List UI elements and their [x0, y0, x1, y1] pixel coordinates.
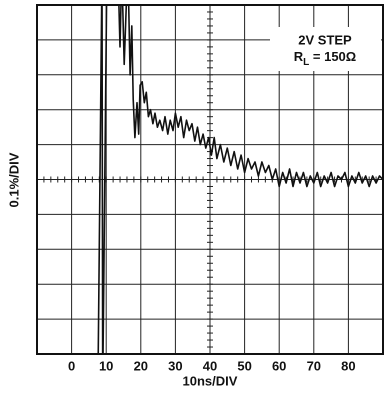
y-axis-label: 0.1%/DIV [6, 152, 21, 207]
x-tick-label: 10 [99, 358, 113, 373]
x-tick-label: 40 [203, 358, 217, 373]
annotation-part: R [294, 49, 304, 64]
annotation: 2V STEP [298, 32, 352, 47]
annotation: RL = 150Ω [294, 49, 356, 67]
annotation-subscript: L [303, 57, 309, 68]
annotation-box [270, 27, 381, 71]
x-tick-label: 80 [341, 358, 355, 373]
trace [97, 5, 383, 354]
x-tick-label: 20 [134, 358, 148, 373]
x-tick-label: 50 [237, 358, 251, 373]
x-axis-label: 10ns/DIV [183, 373, 238, 388]
trace-area [97, 5, 383, 354]
x-tick-label: 30 [168, 358, 182, 373]
x-tick-label: 60 [272, 358, 286, 373]
x-tick-label: 70 [307, 358, 321, 373]
x-tick-label: 0 [68, 358, 75, 373]
annotation-part: = 150Ω [309, 49, 356, 64]
